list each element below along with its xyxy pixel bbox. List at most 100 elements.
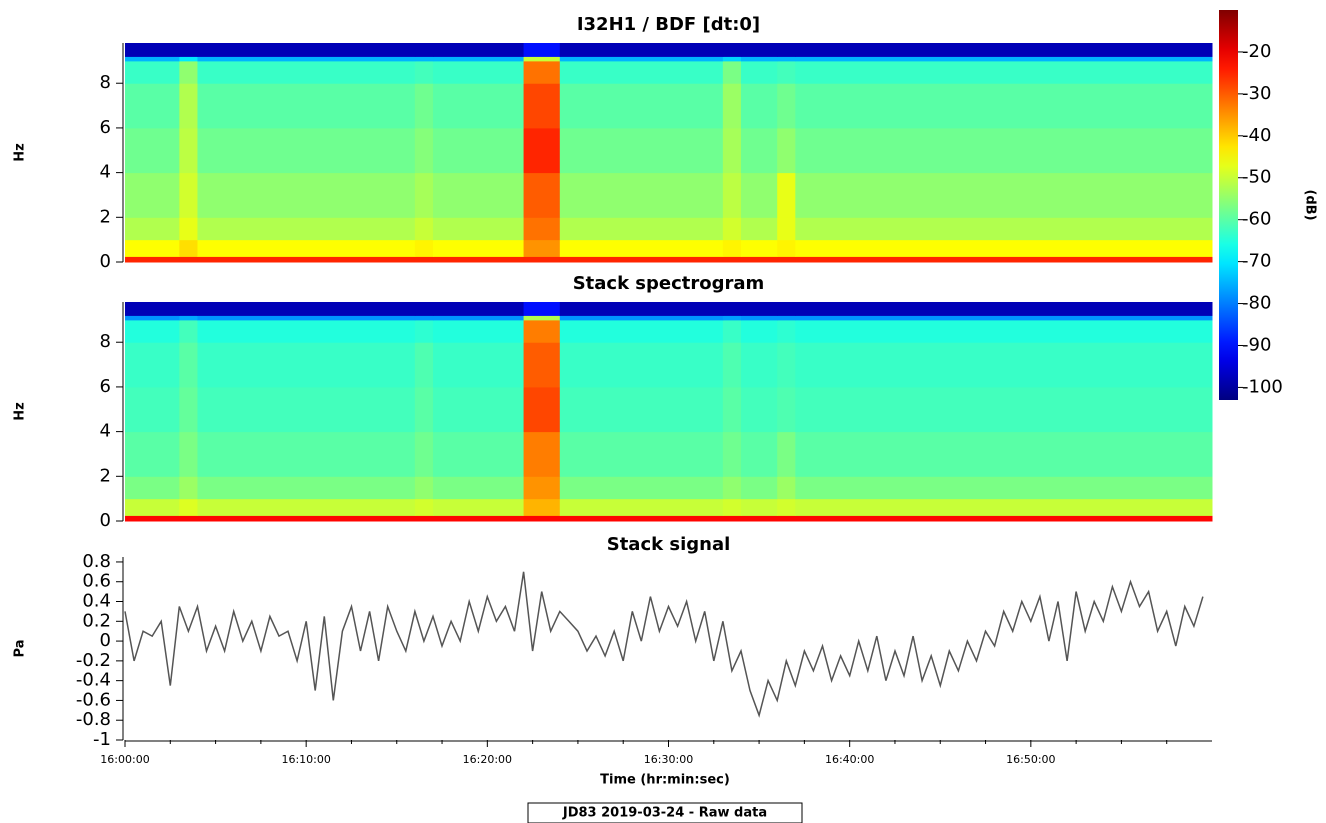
heat-cell: [414, 431, 434, 477]
heat-cell: [722, 386, 742, 433]
heat-cell: [179, 515, 198, 522]
y-tick-label: 6: [100, 117, 111, 138]
heat-cell: [795, 56, 1213, 62]
heat-cell: [197, 498, 416, 516]
heat-cell: [414, 515, 434, 522]
heat-cell: [795, 302, 1213, 316]
y-tick-label: 2: [100, 206, 111, 227]
y-tick-label: 4: [100, 162, 111, 183]
heat-cell: [523, 43, 561, 57]
heat-cell: [197, 239, 416, 257]
y-tick-label: -0.4: [76, 670, 111, 691]
heat-cell: [559, 476, 724, 500]
heat-cell: [795, 515, 1213, 522]
heat-cell: [722, 172, 742, 218]
heat-cell: [197, 302, 416, 316]
heat-cell: [414, 498, 434, 516]
heat-cell: [197, 476, 416, 500]
heat-cell: [559, 431, 724, 477]
y-tick-label: 4: [100, 421, 111, 442]
heat-cell: [414, 43, 434, 57]
heat-cell: [795, 319, 1213, 343]
heat-cell: [559, 342, 724, 388]
heat-cell: [414, 256, 434, 263]
heat-cell: [432, 56, 525, 62]
x-tick-label: 16:20:00: [463, 753, 512, 766]
heat-cell: [414, 60, 434, 84]
heat-cell: [559, 498, 724, 516]
y-axis-label: Pa: [13, 640, 28, 658]
heat-cell: [179, 239, 198, 257]
heat-cell: [523, 239, 561, 257]
x-tick-label: 16:40:00: [825, 753, 874, 766]
chart-title: Stack signal: [607, 534, 731, 555]
y-tick-label: 0: [100, 251, 111, 272]
heat-cell: [795, 256, 1213, 263]
heat-cell: [523, 386, 561, 433]
heat-cell: [432, 342, 525, 388]
y-tick-label: 6: [100, 376, 111, 397]
heat-cell: [414, 319, 434, 343]
heat-cell: [722, 83, 742, 129]
heat-cell: [795, 476, 1213, 500]
heat-cell: [125, 342, 180, 388]
heat-cell: [179, 43, 198, 57]
heat-cell: [125, 60, 180, 84]
heat-cell: [722, 515, 742, 522]
y-tick-label: -0.2: [76, 650, 111, 671]
heat-cell: [414, 342, 434, 388]
heat-cell: [722, 319, 742, 343]
heat-cell: [523, 217, 561, 241]
heat-cell: [125, 172, 180, 218]
heat-cell: [197, 342, 416, 388]
chart-title: Stack spectrogram: [573, 273, 765, 294]
heat-cell: [740, 172, 778, 218]
heat-cell: [432, 127, 525, 174]
heat-cell: [197, 83, 416, 129]
heat-cell: [197, 43, 416, 57]
heat-cell: [740, 319, 778, 343]
heat-cell: [777, 217, 796, 241]
y-axis-label: Hz: [13, 143, 28, 161]
heat-cell: [523, 342, 561, 388]
heat-cell: [795, 83, 1213, 129]
y-tick-label: 0.4: [82, 591, 111, 612]
colorbar-tick-label: -20: [1242, 41, 1271, 62]
y-tick-label: 0.2: [82, 610, 111, 631]
heat-cell: [523, 302, 561, 316]
heat-cell: [559, 239, 724, 257]
heat-cell: [722, 431, 742, 477]
heat-cell: [197, 515, 416, 522]
heat-cell: [523, 172, 561, 218]
heat-cell: [722, 476, 742, 500]
heat-cell: [740, 431, 778, 477]
heat-cell: [432, 498, 525, 516]
heat-cell: [414, 476, 434, 500]
heat-cell: [432, 515, 525, 522]
heat-cell: [559, 386, 724, 433]
heat-cell: [414, 217, 434, 241]
heat-cell: [740, 498, 778, 516]
heat-cell: [777, 83, 796, 129]
y-tick-label: -0.6: [76, 689, 111, 710]
footer-box: [527, 802, 803, 823]
heat-cell: [414, 83, 434, 129]
heat-cell: [179, 127, 198, 174]
heat-cell: [559, 256, 724, 263]
heat-cell: [414, 127, 434, 174]
heat-cell: [795, 315, 1213, 321]
heat-cell: [722, 239, 742, 257]
heat-cell: [795, 172, 1213, 218]
heat-cell: [179, 302, 198, 316]
heat-cell: [197, 386, 416, 433]
heat-cell: [722, 315, 742, 321]
heat-cell: [197, 127, 416, 174]
heat-cell: [559, 127, 724, 174]
heat-cell: [179, 172, 198, 218]
heat-cell: [559, 217, 724, 241]
heat-cell: [125, 476, 180, 500]
heat-cell: [559, 319, 724, 343]
heat-cell: [740, 83, 778, 129]
heat-cell: [414, 172, 434, 218]
footer: JD83 2019-03-24 - Raw data: [562, 806, 767, 821]
